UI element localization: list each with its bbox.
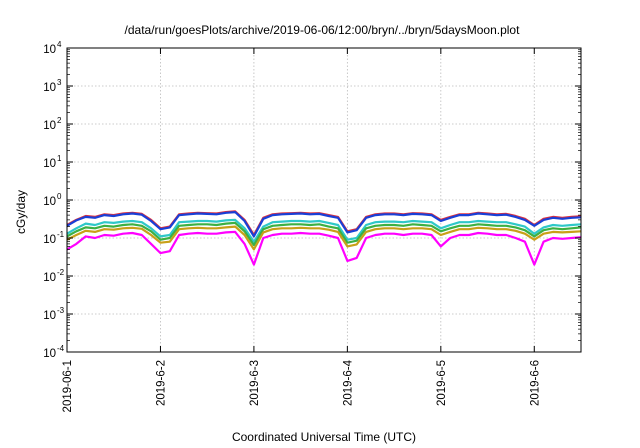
y-tick-exponent: -1 [57, 230, 65, 239]
y-tick-label: 10 [43, 82, 56, 94]
x-tick-label: 2019-6-3 [249, 360, 261, 406]
series-line-3 [66, 218, 582, 243]
grid [67, 48, 581, 352]
y-tick-label: 10 [43, 348, 56, 360]
y-tick-exponent: -2 [57, 268, 65, 277]
y-tick-exponent: 4 [57, 40, 62, 49]
x-tick-label: 2019-06-1 [62, 360, 74, 412]
y-tick-exponent: 1 [57, 154, 62, 163]
series-line-6 [66, 230, 582, 266]
y-tick-label: 10 [43, 272, 56, 284]
x-axis: 2019-06-1 2019-6-2 2019-6-3 2019-6-4 2019-6-… [62, 48, 541, 412]
y-tick-label: 10 [43, 120, 56, 132]
chart-title: /data/run/goesPlots/archive/2019-06-06/1… [125, 23, 521, 37]
series-line-5 [66, 225, 582, 251]
y-tick-exponent: -4 [57, 344, 65, 353]
y-tick-exponent: -3 [57, 306, 65, 315]
y-tick-label: 10 [43, 310, 56, 322]
series-group [66, 210, 582, 266]
x-tick-label: 2019-6-4 [342, 359, 354, 406]
y-tick-label: 10 [43, 44, 56, 56]
x-axis-label: Coordinated Universal Time (UTC) [232, 430, 416, 444]
x-tick-label: 2019-6-6 [529, 360, 541, 406]
y-tick-label: 10 [43, 234, 56, 246]
series-line-4 [66, 221, 582, 247]
y-tick-exponent: 3 [57, 78, 62, 87]
y-tick-exponent: 2 [57, 116, 62, 125]
series-line-2 [66, 211, 582, 238]
x-tick-label: 2019-6-5 [436, 360, 448, 406]
x-tick-label: 2019-6-2 [155, 360, 167, 406]
y-tick-label: 10 [43, 158, 56, 170]
y-tick-label: 10 [43, 196, 56, 208]
y-tick-exponent: 0 [57, 192, 62, 201]
y-axis-label: cGy/day [14, 190, 28, 234]
